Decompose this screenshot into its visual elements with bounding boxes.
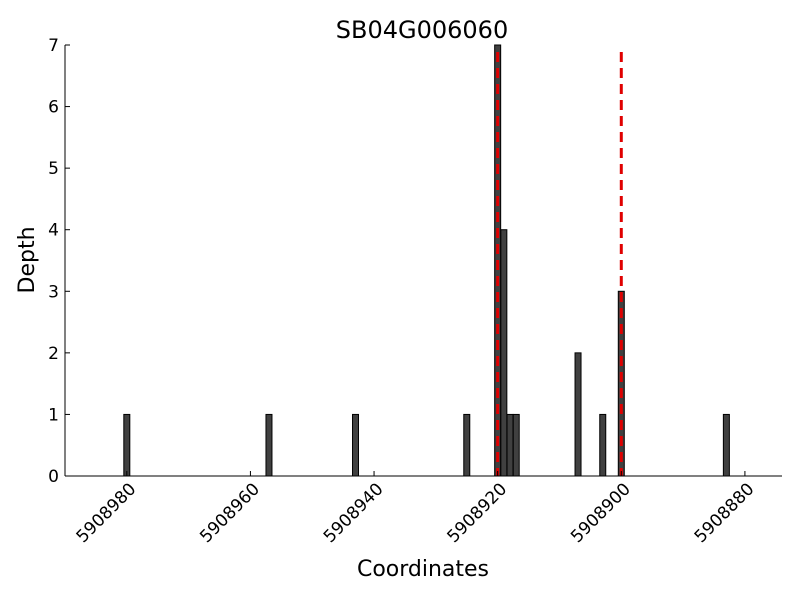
x-tick-label: 5908980: [73, 479, 141, 547]
plot-area: [123, 44, 730, 477]
y-ticks: 0 1 2 3 4 5 6 7: [48, 36, 70, 487]
depth-bar: [574, 352, 582, 477]
x-axis-label: Coordinates: [357, 557, 489, 582]
chart-title: SB04G006060: [336, 16, 508, 44]
x-tick-label: 5908920: [444, 479, 512, 547]
depth-bar: [123, 413, 131, 477]
y-tick-label: 2: [48, 344, 59, 364]
y-tick-label: 7: [48, 36, 59, 56]
depth-bar: [506, 413, 514, 477]
depth-bar: [463, 413, 471, 477]
depth-bar: [265, 413, 273, 477]
y-axis-label: Depth: [15, 226, 40, 293]
x-tick-label: 5908900: [567, 479, 635, 547]
depth-bar: [599, 413, 607, 477]
y-tick-label: 6: [48, 98, 59, 118]
depth-bar: [500, 229, 508, 477]
y-tick-label: 1: [48, 405, 59, 425]
y-tick-label: 3: [48, 282, 59, 302]
x-tick-label: 5908960: [196, 479, 264, 547]
depth-bar: [722, 413, 730, 477]
x-tick-label: 5908940: [320, 479, 388, 547]
y-tick-label: 5: [48, 159, 59, 179]
x-ticks: 5908980 5908960 5908940 5908920 5908900 59088…: [73, 471, 759, 547]
depth-bar: [512, 413, 520, 477]
depth-bar: [352, 413, 360, 477]
y-tick-label: 0: [48, 467, 59, 487]
x-tick-label: 5908880: [691, 479, 759, 547]
depth-bar: [617, 290, 625, 477]
y-tick-label: 4: [48, 221, 59, 241]
